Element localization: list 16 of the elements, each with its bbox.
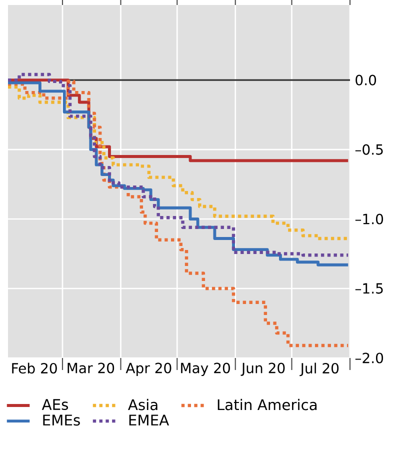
y-tick-label: –1.5 — [355, 283, 383, 294]
x-tick-label: May 20 — [181, 362, 230, 376]
x-tick-label: Jun 20 — [240, 362, 285, 376]
legend-label: EMEA — [129, 414, 170, 426]
x-tick-label: Jul 20 — [300, 362, 339, 376]
legend-label: AEs — [42, 399, 68, 410]
legend-label: Asia — [128, 398, 158, 410]
x-tick-label: Feb 20 — [12, 362, 57, 374]
x-tick-label: Apr 20 — [126, 362, 172, 376]
y-tick-label: –0.5 — [355, 144, 383, 155]
x-tick-label: Mar 20 — [68, 362, 114, 374]
y-tick-label: 0.0 — [356, 74, 376, 86]
y-tick-label: –1.0 — [355, 214, 384, 224]
legend-label: EMEs — [43, 414, 80, 426]
y-tick-label: –2.0 — [355, 352, 384, 364]
legend-label: Latin America — [218, 398, 317, 410]
